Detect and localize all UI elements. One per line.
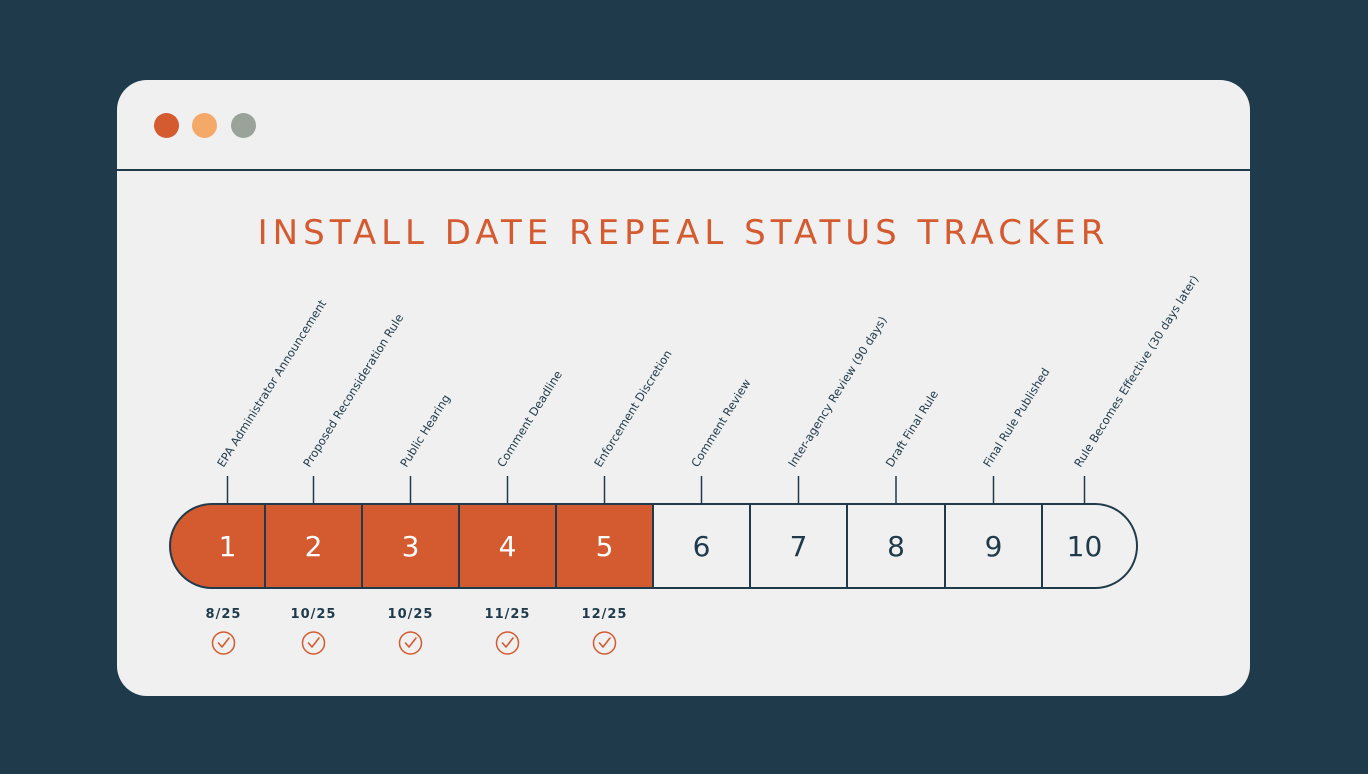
step-date: 12/25	[582, 607, 628, 622]
check-circle-icon	[592, 631, 617, 655]
check-circle-icon	[495, 631, 520, 655]
step-date: 8/25	[206, 607, 242, 622]
step-date: 10/25	[388, 607, 434, 622]
step-number: 3	[402, 530, 420, 563]
check-circle-icon	[211, 631, 236, 655]
step-label: Final Rule Published	[980, 365, 1052, 469]
close-window-button[interactable]	[154, 113, 179, 138]
step-label: Enforcement Discretion	[591, 348, 675, 470]
tracker-progress-fill	[170, 504, 653, 588]
step-date: 10/25	[291, 607, 337, 622]
step-number: 5	[596, 530, 614, 563]
check-mark-icon	[404, 637, 417, 648]
window-titlebar	[117, 80, 1250, 171]
step-number: 8	[887, 530, 905, 563]
step-label: Inter-agency Review (90 days)	[785, 314, 890, 470]
step-label: Comment Review	[688, 376, 753, 469]
step-number: 7	[790, 530, 808, 563]
step-date: 11/25	[485, 607, 531, 622]
check-circle-icon	[301, 631, 326, 655]
step-number: 10	[1067, 530, 1103, 563]
step-label: Comment Deadline	[494, 368, 565, 470]
step-label: Public Hearing	[397, 392, 453, 470]
maximize-window-button[interactable]	[231, 113, 256, 138]
step-number: 6	[693, 530, 711, 563]
check-mark-icon	[217, 637, 230, 648]
step-number: 9	[985, 530, 1003, 563]
step-number: 4	[499, 530, 517, 563]
step-label: Draft Final Rule	[883, 388, 941, 470]
minimize-window-button[interactable]	[192, 113, 217, 138]
check-circle-icon	[398, 631, 423, 655]
app-window: INSTALL DATE REPEAL STATUS TRACKER	[117, 80, 1250, 696]
page-title: INSTALL DATE REPEAL STATUS TRACKER	[257, 213, 1110, 253]
check-mark-icon	[501, 637, 514, 648]
check-mark-icon	[598, 637, 611, 648]
step-label: Rule Becomes Effective (30 days later)	[1071, 273, 1201, 470]
step-label: Proposed Reconsideration Rule	[300, 311, 406, 469]
step-number: 1	[219, 530, 237, 563]
step-number: 2	[305, 530, 323, 563]
check-mark-icon	[307, 637, 320, 648]
